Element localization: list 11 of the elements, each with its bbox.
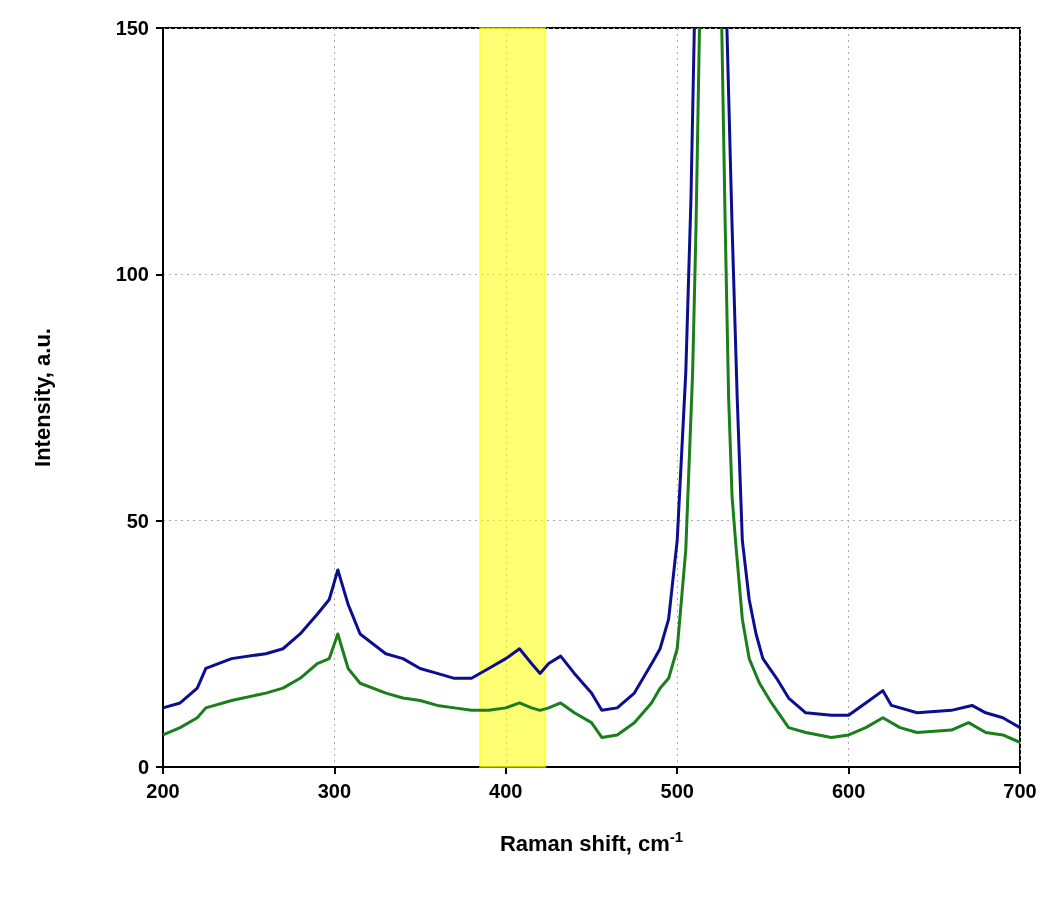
y-tick-label: 50 — [126, 509, 149, 532]
x-tick-label: 300 — [317, 780, 352, 802]
x-tick-label: 400 — [489, 780, 523, 802]
y-tick-label: 150 — [115, 17, 149, 39]
y-tick-label: 100 — [115, 263, 149, 286]
x-tick-label: 600 — [831, 780, 866, 802]
x-tick-label: 500 — [660, 780, 694, 802]
y-tick-label: 0 — [137, 756, 149, 778]
x-tick-label: 200 — [146, 780, 180, 802]
y-axis-title: Intensity, a.u. — [29, 328, 55, 467]
x-tick-label: 700 — [1003, 780, 1037, 802]
